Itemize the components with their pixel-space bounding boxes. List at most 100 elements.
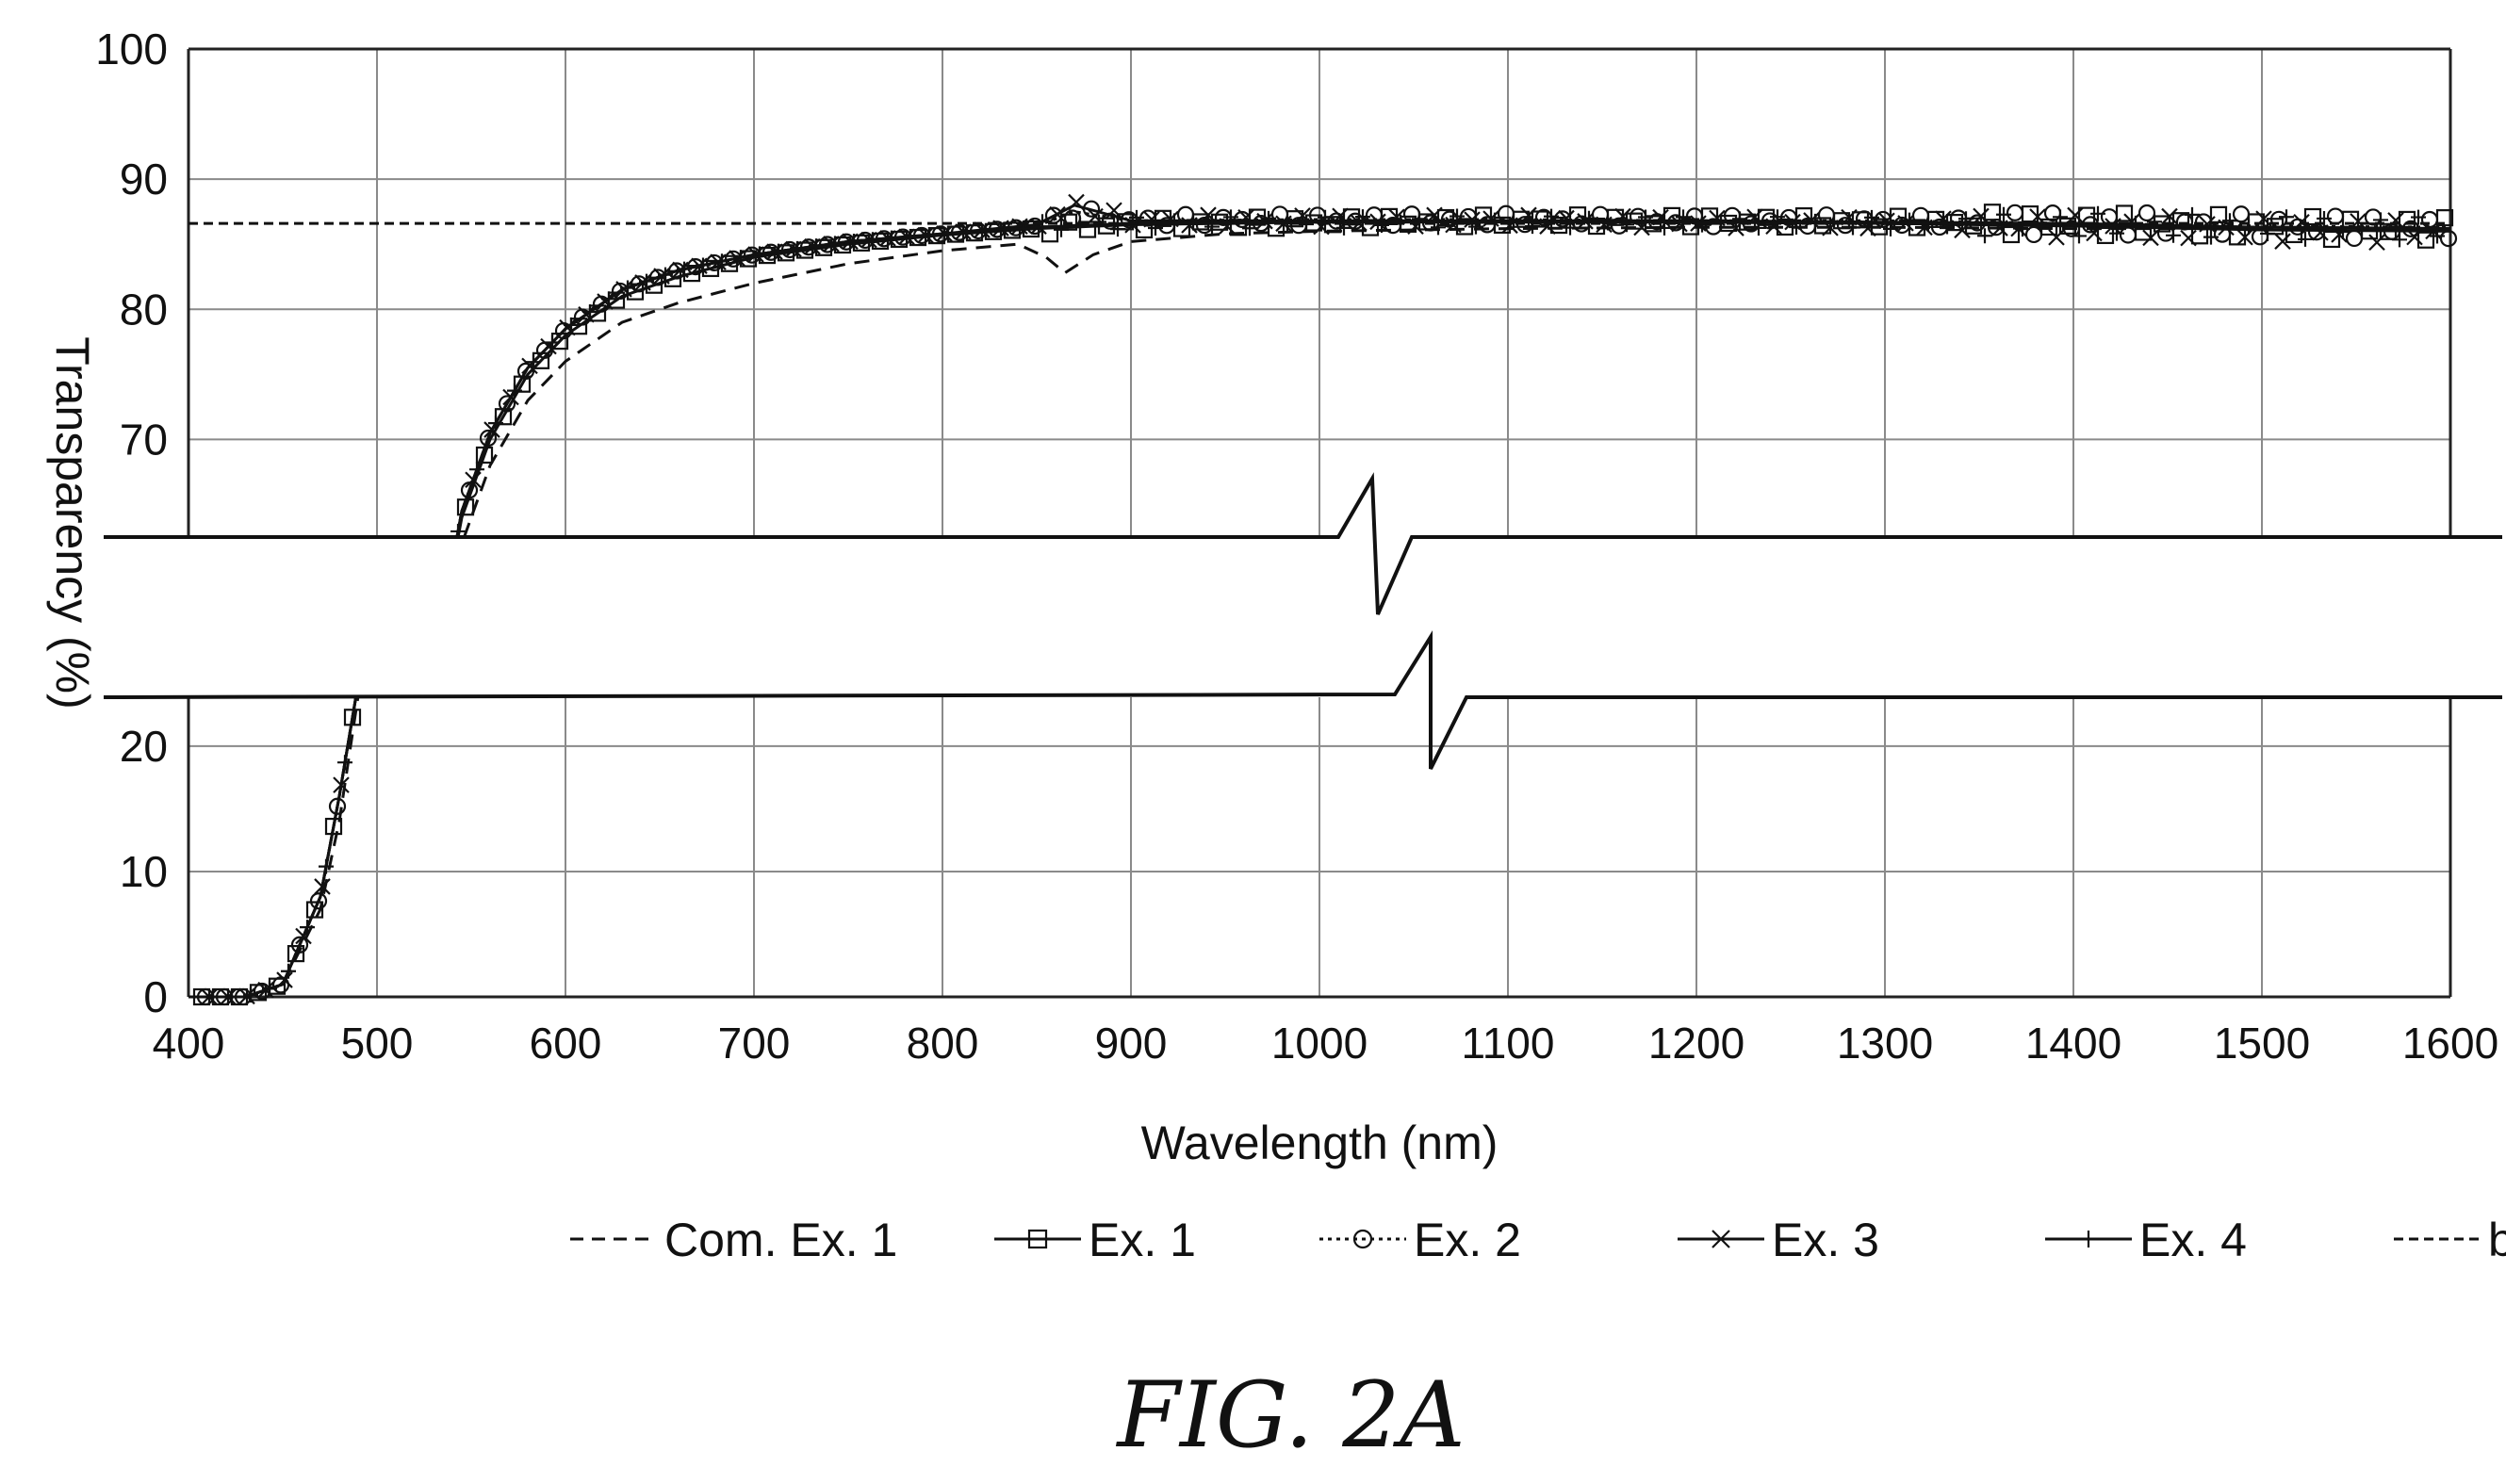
circle-marker [2119,226,2137,244]
plus-marker [601,291,616,307]
x-tick-label: 1400 [2025,1019,2121,1068]
plus-marker [1431,220,1446,236]
x-marker [2161,207,2178,225]
plus-marker [2430,228,2445,244]
plus-marker [1581,210,1597,226]
x-marker [2406,228,2423,246]
plus-marker [2185,206,2200,222]
grid [188,49,2450,997]
circle-marker [479,429,498,448]
x-tick-label: 600 [530,1019,602,1068]
x-marker [2387,212,2404,229]
x-marker [1671,215,1688,233]
plus-marker [582,304,598,320]
plus-marker [337,755,352,771]
legend-entry: Com. Ex. 1 [570,1214,897,1266]
x-tick-label: 1300 [1837,1019,1933,1068]
plus-marker [1808,213,1823,229]
x-tick-label: 1600 [2402,1019,2498,1068]
x-marker [1106,202,1122,220]
plus-marker [771,243,786,259]
y-tick-label: 0 [143,972,168,1021]
legend-entry: backing 3 [2394,1214,2506,1266]
x-tick-label: 500 [341,1019,414,1068]
plot-frame [187,47,2452,999]
square-marker [2096,226,2115,245]
plus-marker [978,222,993,238]
plus-marker [300,920,315,936]
x-marker [2236,228,2253,246]
square-marker [2303,207,2322,226]
plus-marker [1073,217,1088,233]
x-marker [1520,206,1537,224]
plus-marker [1450,208,1465,224]
plus-marker [1525,219,1540,235]
plus-marker [1355,209,1370,225]
plus-marker [2373,212,2388,228]
y-tick-label: 70 [120,415,168,464]
square-marker [2002,225,2021,244]
plus-marker [2279,209,2294,225]
legend-label: Ex. 3 [1772,1214,1879,1266]
plus-marker [1091,214,1106,230]
legend: Com. Ex. 1 Ex. 1 Ex. 2 Ex. 3 Ex. 4 backing 3 [570,1214,2506,1266]
figure-label: FIG. 2A [1115,1362,1465,1468]
plus-marker [1054,221,1069,237]
plus-marker [677,261,692,277]
x-marker [1219,218,1236,235]
x-marker [1426,206,1443,224]
x-marker [1712,1230,1730,1248]
plus-marker [1826,213,1842,229]
y-tick-label: 20 [120,722,168,771]
y-tick-label: 80 [120,285,168,334]
plus-marker [714,253,729,269]
circle-marker [2326,207,2345,225]
plus-marker [319,858,334,874]
circle-marker [2232,205,2251,223]
x-tick-label: 1200 [1648,1019,1744,1068]
series-line-upper [455,220,2451,538]
plus-marker [809,238,824,254]
plus-marker [1883,220,1898,236]
square-marker [1027,1229,1048,1249]
plus-marker [564,317,579,333]
plus-marker [2260,225,2275,241]
legend-label: Com. Ex. 1 [664,1214,897,1266]
x-tick-label: 400 [153,1019,225,1068]
plus-marker [2034,219,2049,235]
plus-marker [865,232,880,248]
plus-marker [959,224,975,240]
plus-marker [1695,217,1710,233]
plus-marker [827,236,843,252]
series-line-upper [463,225,2451,538]
plus-marker [1487,212,1502,228]
x-marker [2331,226,2348,243]
circle-marker [498,395,516,413]
x-marker [1973,207,1990,225]
plus-marker [526,354,541,370]
legend-label: Ex. 4 [2139,1214,2247,1266]
plus-marker [941,225,956,241]
x-marker [1200,206,1217,223]
plus-marker [1770,209,1785,225]
plus-marker [262,981,277,997]
x-axis-title: Wavelength (nm) [1141,1117,1499,1169]
plus-marker [507,383,522,399]
plus-marker [2080,1231,2097,1248]
plus-marker [2354,222,2369,238]
plus-marker [243,987,258,1003]
plus-marker [2298,231,2313,247]
plus-marker [2166,227,2181,243]
plus-marker [545,334,560,351]
circle-marker [1352,1229,1373,1249]
legend-label: Ex. 1 [1089,1214,1196,1266]
x-marker [2067,206,2084,224]
circle-marker [2006,204,2024,221]
plus-marker [2147,214,2162,230]
legend-label: backing 3 [2488,1214,2506,1266]
x-marker [1445,216,1462,234]
plus-marker [620,280,635,296]
plus-marker [224,989,239,1004]
plus-marker [1129,209,1144,225]
